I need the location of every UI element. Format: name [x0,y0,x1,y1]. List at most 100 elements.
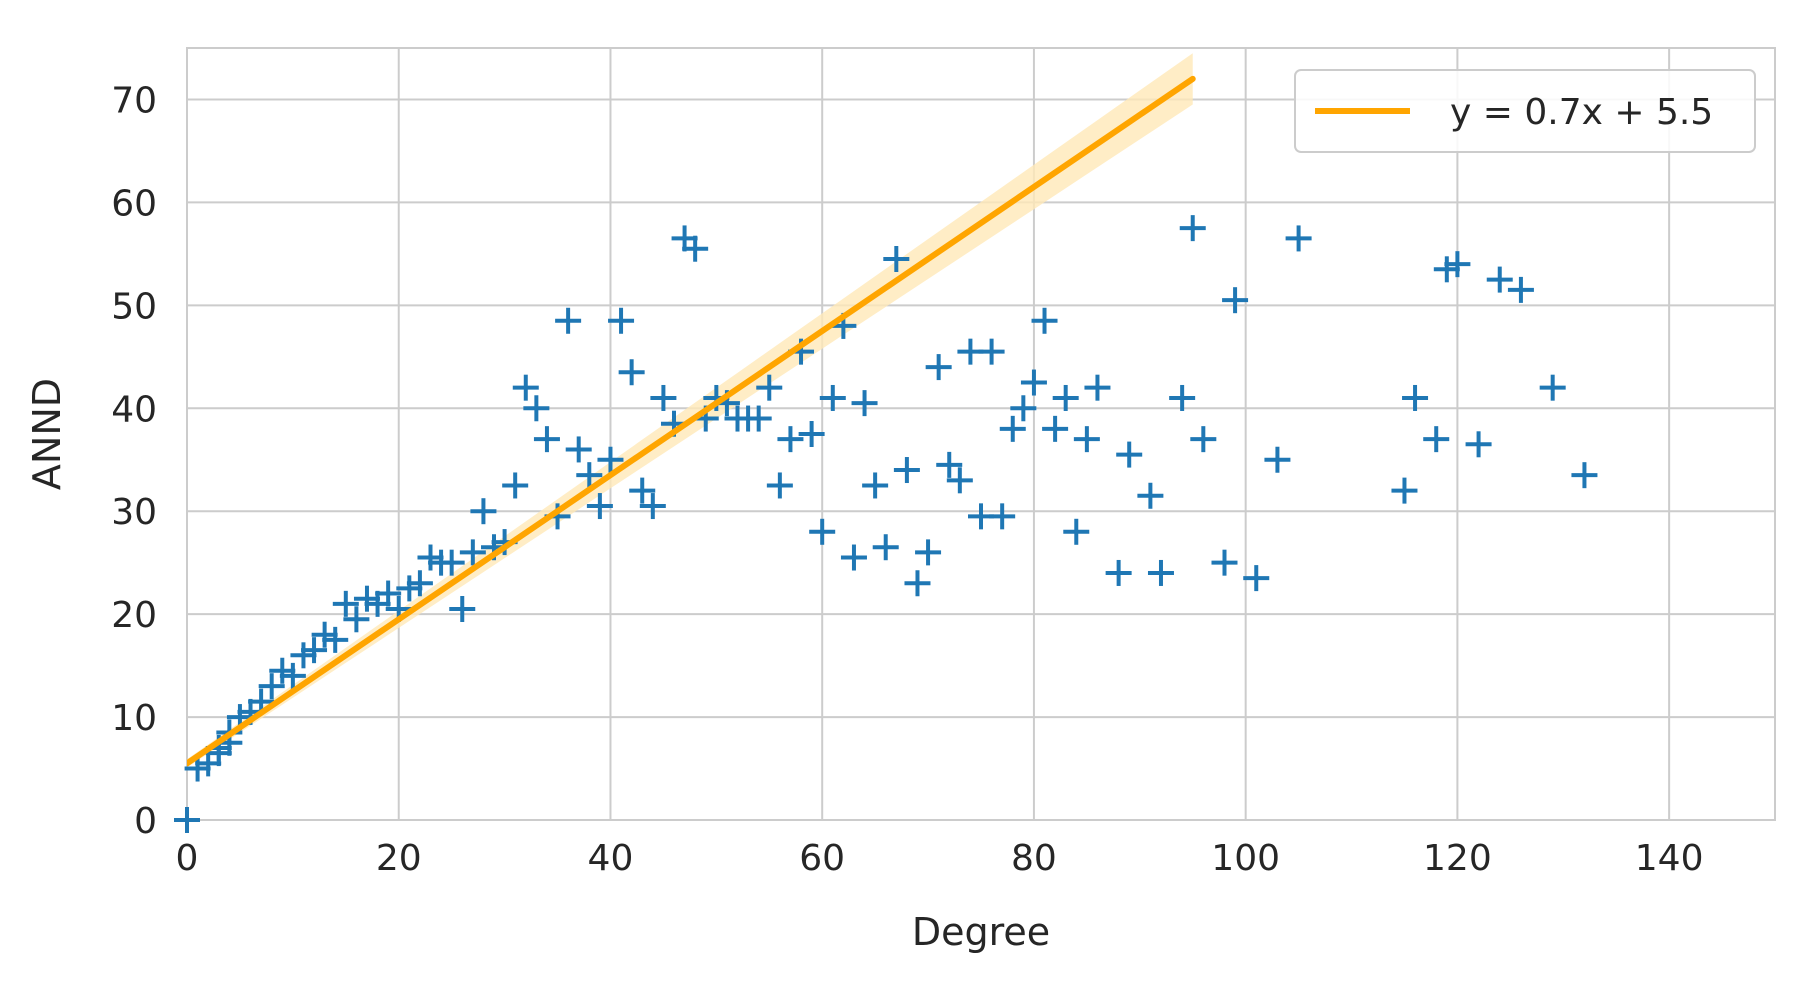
x-tick-label: 0 [176,838,199,879]
x-tick-label: 100 [1211,838,1280,879]
data-point [798,421,825,447]
x-axis-label: Degree [912,910,1050,954]
data-point [1063,518,1090,545]
data-point [533,426,560,453]
data-point [459,539,486,566]
y-tick-label: 60 [111,183,157,224]
data-point [470,498,497,525]
data-point [618,359,645,386]
data-point [1031,307,1058,334]
data-point [332,590,359,617]
data-point [608,307,635,334]
y-axis-label: ANND [25,378,69,490]
data-point [1539,374,1566,401]
data-point [1444,251,1471,278]
data-point [978,338,1005,365]
data-point [1211,549,1238,576]
y-tick-labels: 0 10 20 30 40 50 60 70 [111,80,157,842]
data-point [639,493,666,520]
data-point [1402,384,1429,411]
data-point [1423,426,1450,453]
x-tick-label: 20 [376,838,422,879]
data-point [893,457,920,484]
x-tick-labels: 0 20 40 60 80 100 120 140 [176,838,1704,879]
data-point [555,307,582,334]
data-point [1020,369,1047,396]
x-tick-label: 140 [1635,838,1704,879]
data-point [406,570,433,597]
y-tick-label: 20 [111,595,157,636]
legend-box [1294,69,1756,153]
data-point [862,472,889,499]
data-point [629,477,656,504]
data-point [279,662,306,689]
legend: y = 0.7x + 5.5 [1294,69,1756,153]
data-point [375,580,402,607]
data-point [883,246,910,273]
data-point [819,384,846,411]
data-point [915,539,942,566]
data-point [1264,446,1291,473]
data-point [925,354,952,381]
y-tick-label: 70 [111,80,157,121]
data-point [1391,477,1418,504]
data-point [851,390,878,417]
data-point [766,472,793,499]
data-point [1285,225,1312,252]
legend-label: y = 0.7x + 5.5 [1450,92,1713,133]
data-point [1073,426,1100,453]
y-tick-label: 10 [111,698,157,739]
data-point [745,405,772,432]
fit-line [187,75,1196,767]
data-point [904,570,931,597]
data-point [1571,462,1598,489]
data-point [343,606,370,633]
plot-area [186,47,1776,821]
data-point [1116,441,1143,468]
data-point [650,384,677,411]
data-point [1147,559,1174,586]
x-tick-label: 80 [1011,838,1057,879]
data-point [1010,395,1037,422]
data-point [322,626,349,653]
x-tick-label: 40 [588,838,634,879]
y-tick-label: 0 [134,801,157,842]
data-point [1042,415,1069,442]
data-point [597,446,624,473]
data-point [1507,276,1534,303]
data-point [565,436,592,463]
data-point [1243,565,1270,592]
data-point [449,595,476,622]
x-tick-label: 120 [1423,838,1492,879]
data-point [1084,374,1111,401]
y-tick-label: 50 [111,286,157,327]
y-tick-label: 30 [111,492,157,533]
data-point [1052,384,1079,411]
data-point [523,395,550,422]
data-point [512,374,539,401]
data-point [576,462,603,489]
data-point [1179,215,1206,242]
data-point [989,503,1016,530]
data-point [1105,559,1132,586]
plot-frame [186,47,1776,821]
data-point [258,673,285,700]
data-point [809,518,836,545]
data-point [1190,426,1217,453]
y-tick-label: 40 [111,389,157,430]
data-point [777,426,804,453]
data-point [301,637,328,664]
data-point [586,493,613,520]
data-point [1222,287,1249,314]
data-point [502,472,529,499]
data-point [936,451,963,478]
data-point [174,807,200,833]
data-point [1486,266,1513,293]
data-point [999,415,1026,442]
x-tick-label: 60 [799,838,845,879]
data-point [840,544,867,571]
data-point [1137,482,1164,509]
data-point [682,235,709,262]
data-point [1169,384,1196,411]
